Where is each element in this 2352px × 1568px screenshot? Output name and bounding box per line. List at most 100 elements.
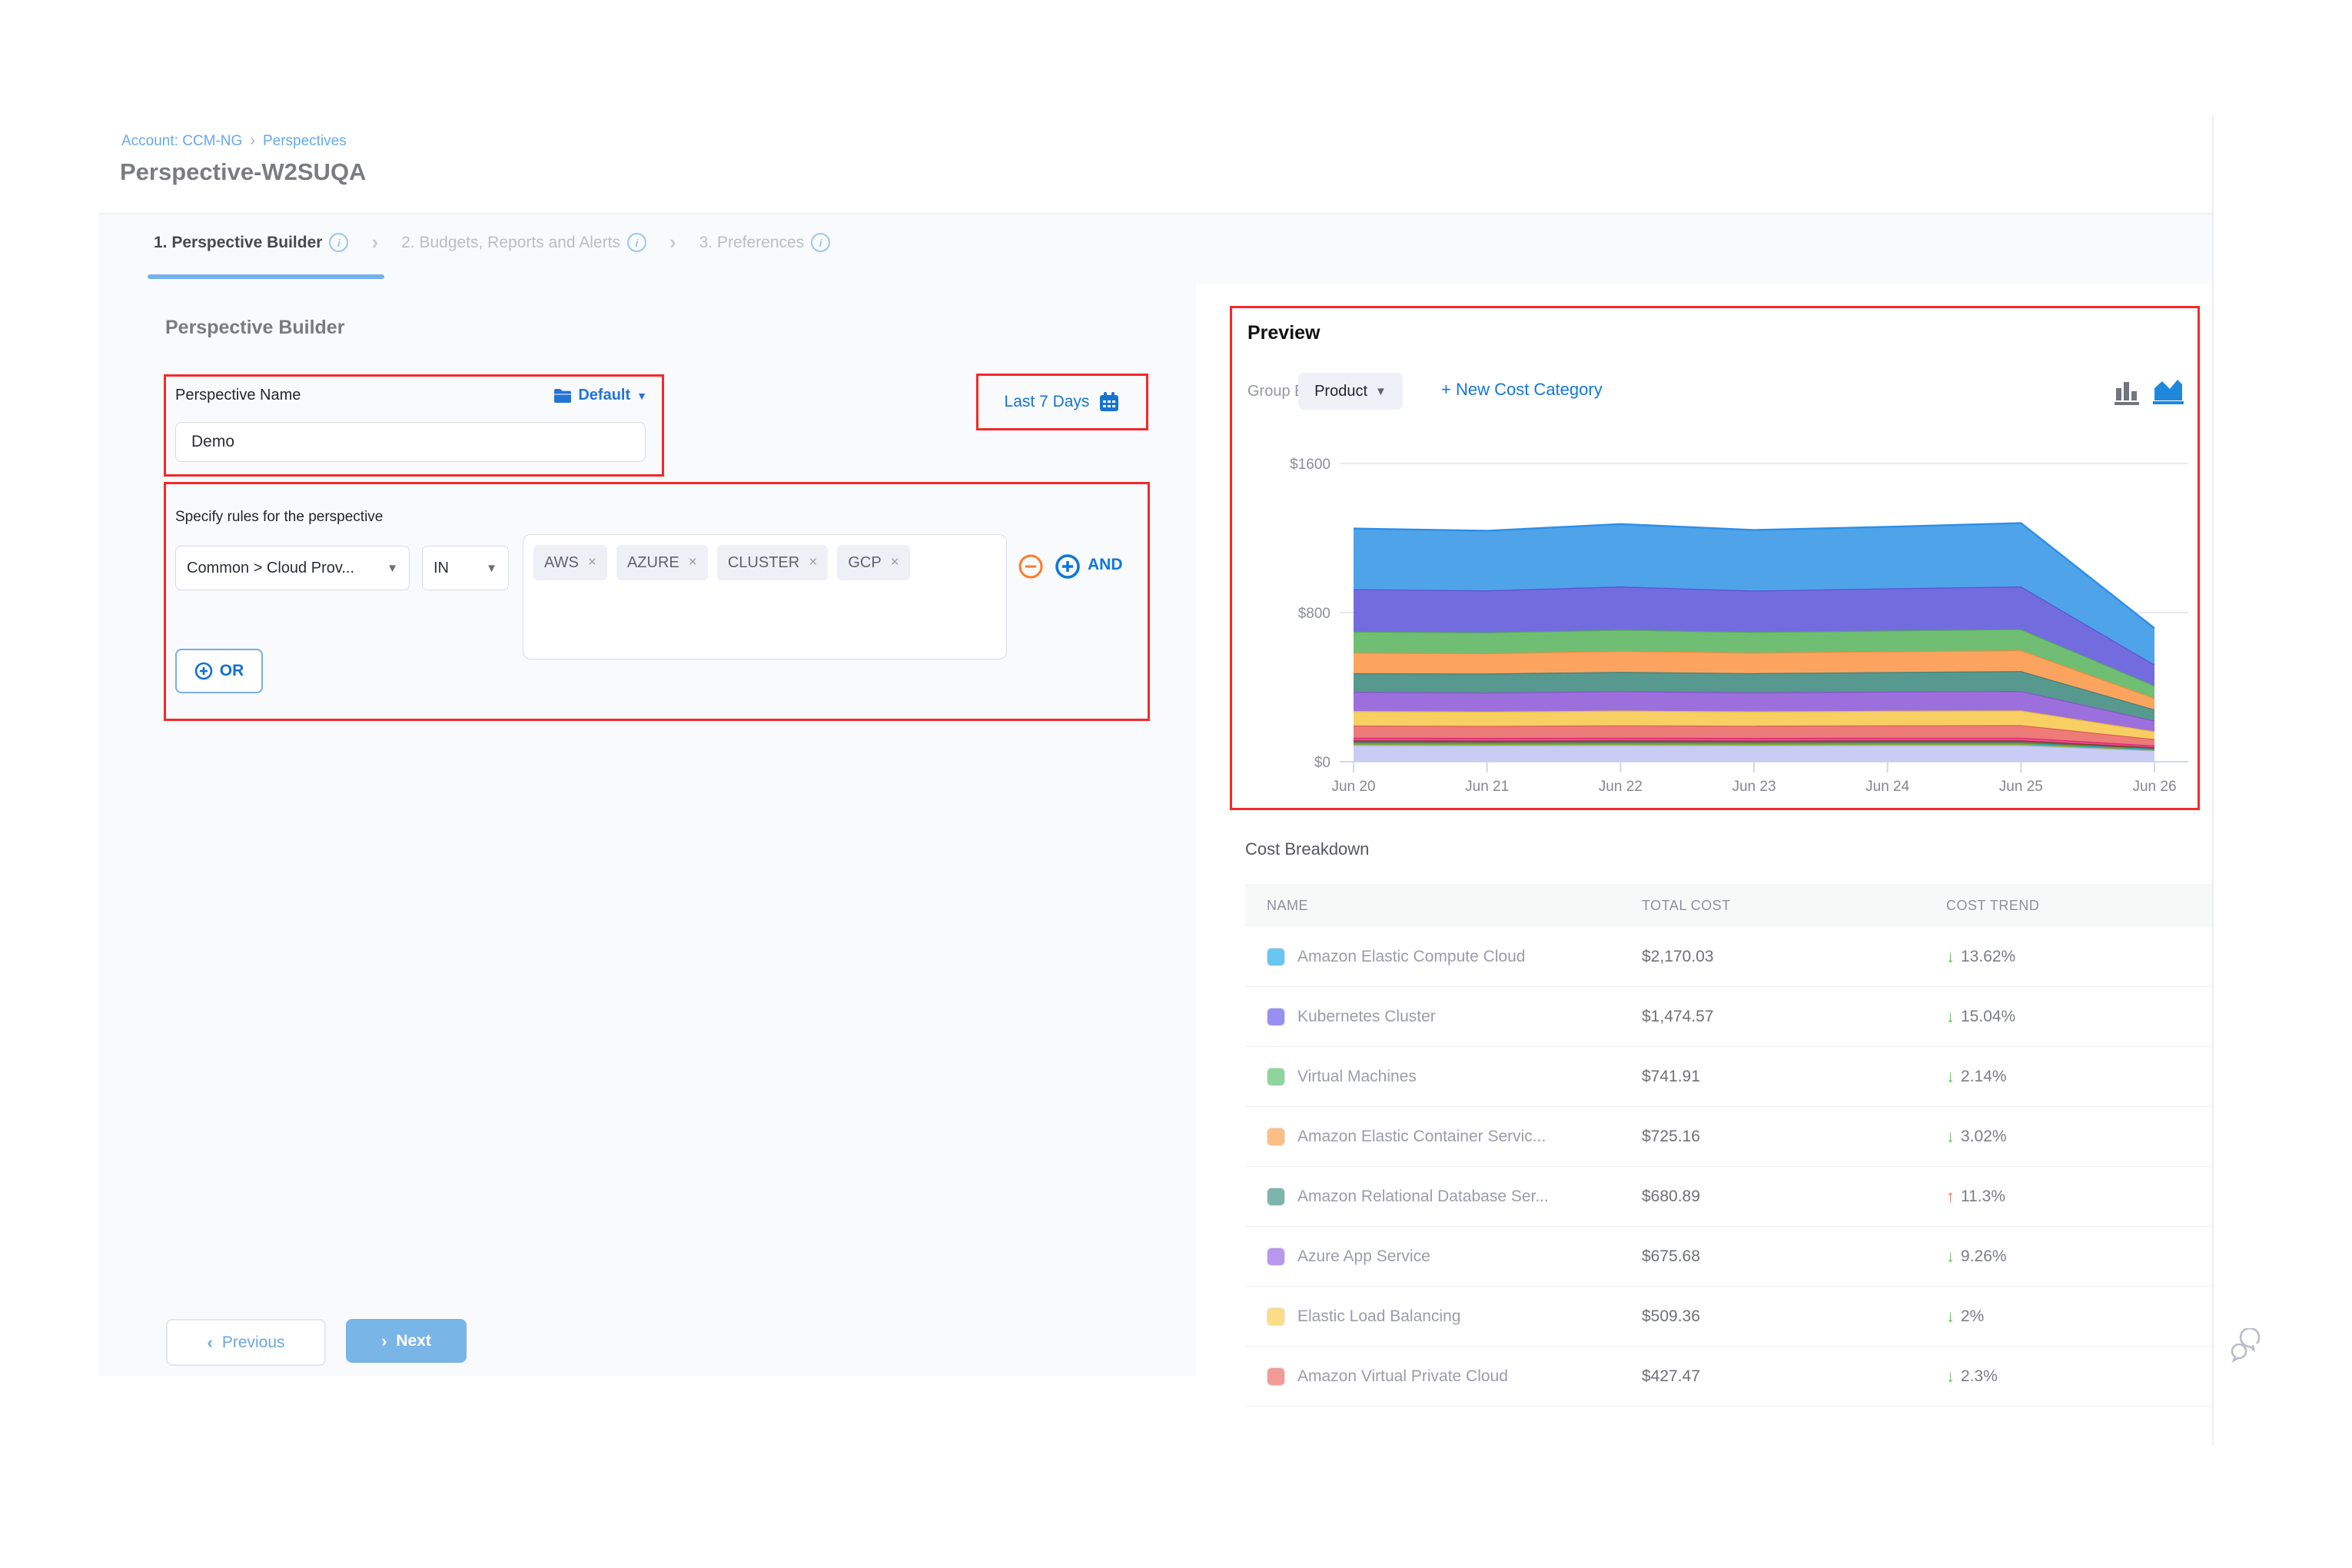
area-chart-icon[interactable] xyxy=(2151,376,2185,407)
service-name-link[interactable]: Amazon Virtual Private Cloud xyxy=(1297,1367,1508,1385)
remove-rule-icon[interactable] xyxy=(1018,554,1043,579)
x-axis-label: Jun 26 xyxy=(2132,779,2176,795)
rules-section-label: Specify rules for the perspective xyxy=(175,509,384,525)
chevron-down-icon: ▼ xyxy=(636,389,647,402)
column-header-name: NAME xyxy=(1267,897,1309,913)
total-cost-value: $1,474.57 xyxy=(1642,1007,1714,1025)
series-color-swatch xyxy=(1267,947,1285,966)
remove-chip-icon[interactable]: × xyxy=(688,554,697,570)
breadcrumb-separator-icon: › xyxy=(250,132,255,149)
x-axis-label: Jun 22 xyxy=(1599,779,1643,795)
wizard-tabs: 1. Perspective Builder i › 2. Budgets, R… xyxy=(154,231,831,254)
chip-label: CLUSTER xyxy=(727,553,800,571)
series-color-swatch xyxy=(1267,1247,1285,1266)
table-row[interactable]: Amazon Virtual Private Cloud $427.47 ↓ 2.3% xyxy=(1245,1347,2212,1407)
y-axis-label: $0 xyxy=(1314,755,1330,771)
total-cost-value: $675.68 xyxy=(1642,1247,1700,1265)
builder-heading: Perspective Builder xyxy=(165,317,345,338)
trend-arrow-icon: ↓ xyxy=(1946,1006,1955,1026)
total-cost-value: $680.89 xyxy=(1642,1187,1700,1205)
area-series xyxy=(1354,629,2154,699)
remove-chip-icon[interactable]: × xyxy=(587,554,596,570)
total-cost-value: $741.91 xyxy=(1642,1067,1700,1085)
column-header-total-cost: TOTAL COST xyxy=(1642,897,1731,913)
trend-arrow-icon: ↓ xyxy=(1946,1246,1955,1266)
area-series xyxy=(1354,523,2154,665)
trend-percent: 3.02% xyxy=(1961,1127,2007,1145)
remove-chip-icon[interactable]: × xyxy=(890,554,899,570)
filter-value-chip[interactable]: AWS × xyxy=(533,545,607,580)
area-series-edge xyxy=(1353,522,2155,630)
filter-value-chip[interactable]: AZURE × xyxy=(616,545,708,580)
series-color-swatch xyxy=(1267,1127,1285,1146)
trend-percent: 9.26% xyxy=(1961,1247,2007,1265)
folder-icon xyxy=(554,388,572,403)
tab-band-background xyxy=(98,214,2212,284)
add-rule-icon[interactable] xyxy=(1055,554,1080,579)
service-name-link[interactable]: Kubernetes Cluster xyxy=(1297,1007,1436,1025)
service-name-link[interactable]: Azure App Service xyxy=(1297,1247,1430,1265)
rule-operator-select[interactable]: IN ▼ xyxy=(422,546,509,590)
trend-percent: 2.14% xyxy=(1961,1067,2007,1085)
name-annotation-box xyxy=(164,374,664,477)
tab-budgets-reports-alerts[interactable]: 2. Budgets, Reports and Alerts i xyxy=(401,233,646,252)
add-or-rule-button[interactable]: OR xyxy=(175,649,263,693)
rule-values-input[interactable]: AWS × AZURE × CLUSTER × GCP × xyxy=(523,534,1007,659)
previous-button[interactable]: ‹ Previous xyxy=(166,1319,326,1366)
new-cost-category-link[interactable]: + New Cost Category xyxy=(1441,380,1603,399)
folder-selector[interactable]: Default ▼ xyxy=(553,387,647,404)
service-name-link[interactable]: Elastic Load Balancing xyxy=(1297,1307,1461,1325)
table-row[interactable]: Amazon Elastic Compute Cloud $2,170.03 ↓ 13… xyxy=(1245,927,2212,987)
trend-arrow-icon: ↑ xyxy=(1946,1186,1955,1206)
area-series xyxy=(1354,725,2154,746)
cost-breakdown-title: Cost Breakdown xyxy=(1245,839,1370,859)
trend-percent: 11.3% xyxy=(1961,1187,2005,1205)
info-icon: i xyxy=(811,233,831,252)
area-series xyxy=(1354,691,2154,732)
area-series xyxy=(1354,586,2154,686)
group-by-select[interactable]: Product ▼ xyxy=(1298,373,1403,410)
tab-preferences[interactable]: 3. Preferences i xyxy=(699,233,831,252)
rule-field-select[interactable]: Common > Cloud Prov... ▼ xyxy=(175,546,410,590)
series-color-swatch xyxy=(1267,1307,1285,1326)
table-row[interactable]: Kubernetes Cluster $1,474.57 ↓ 15.04% xyxy=(1245,987,2212,1047)
bar-chart-icon[interactable] xyxy=(2113,377,2141,407)
rules-annotation-box xyxy=(164,482,1150,721)
table-row[interactable]: Virtual Machines $741.91 ↓ 2.14% xyxy=(1245,1047,2212,1107)
trend-arrow-icon: ↓ xyxy=(1946,1126,1955,1146)
x-axis-label: Jun 21 xyxy=(1465,779,1509,795)
service-name-link[interactable]: Amazon Elastic Container Servic... xyxy=(1297,1127,1546,1145)
trend-percent: 2% xyxy=(1961,1307,1985,1325)
breadcrumb-perspectives-link[interactable]: Perspectives xyxy=(262,132,347,149)
chip-label: AWS xyxy=(544,553,579,571)
table-row[interactable]: Elastic Load Balancing $509.36 ↓ 2% xyxy=(1245,1287,2212,1347)
table-row[interactable]: Amazon Elastic Container Servic... $725.1… xyxy=(1245,1107,2212,1167)
perspective-name-input[interactable] xyxy=(175,422,646,462)
date-range-label: Last 7 Days xyxy=(1004,393,1090,410)
filter-value-chip[interactable]: GCP × xyxy=(837,545,910,580)
date-range-picker[interactable]: Last 7 Days xyxy=(976,374,1148,430)
trend-percent: 15.04% xyxy=(1961,1007,2016,1025)
filter-value-chip[interactable]: CLUSTER × xyxy=(716,545,829,580)
trend-arrow-icon: ↓ xyxy=(1946,1306,1955,1326)
service-name-link[interactable]: Amazon Relational Database Ser... xyxy=(1297,1187,1549,1205)
service-name-link[interactable]: Virtual Machines xyxy=(1297,1067,1417,1085)
preview-title: Preview xyxy=(1247,322,1321,344)
area-series xyxy=(1354,745,2154,762)
series-color-swatch xyxy=(1267,1007,1285,1026)
chip-label: AZURE xyxy=(626,553,679,571)
chevron-down-icon: ▼ xyxy=(1375,384,1387,398)
and-label: AND xyxy=(1088,556,1123,573)
stacked-area-chart: $0 $800 $1600 Jun 20 Jun 21 Jun 22 Jun 23 Jun 2… xyxy=(1290,457,2188,795)
remove-chip-icon[interactable]: × xyxy=(809,554,818,570)
tab-perspective-builder[interactable]: 1. Perspective Builder i xyxy=(154,233,349,252)
chat-support-icon[interactable] xyxy=(2227,1328,2264,1365)
trend-arrow-icon: ↓ xyxy=(1946,1066,1955,1086)
table-row[interactable]: Amazon Relational Database Ser... $680.89… xyxy=(1245,1167,2212,1227)
table-row[interactable]: Azure App Service $675.68 ↓ 9.26% xyxy=(1245,1227,2212,1287)
chip-label: GCP xyxy=(848,553,882,571)
y-axis-label: $800 xyxy=(1298,606,1330,622)
breadcrumb-account-link[interactable]: Account: CCM-NG xyxy=(121,132,243,149)
next-button[interactable]: › Next xyxy=(346,1319,467,1363)
service-name-link[interactable]: Amazon Elastic Compute Cloud xyxy=(1297,947,1526,965)
